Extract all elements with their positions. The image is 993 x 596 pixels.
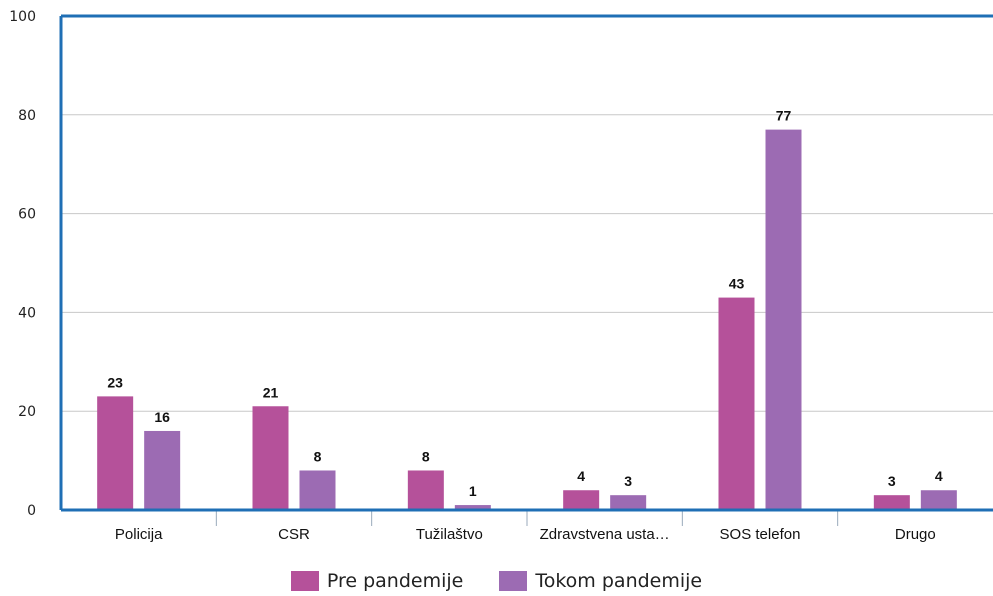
bar[interactable]: [454, 505, 491, 510]
x-tick-label: SOS telefon: [720, 526, 801, 543]
data-label: 4: [577, 468, 585, 484]
bar[interactable]: [873, 495, 910, 510]
bar[interactable]: [407, 470, 444, 510]
data-label: 77: [776, 108, 792, 124]
legend-swatch-tokom: [499, 571, 528, 591]
grid-lines: [61, 114, 993, 412]
data-label: 8: [422, 448, 430, 464]
bar[interactable]: [610, 495, 647, 510]
bars: [97, 129, 957, 510]
y-axis-ticks: 0 20 40 60 80 100: [9, 9, 36, 519]
legend-item-tokom[interactable]: Tokom pandemije: [499, 570, 702, 592]
data-label: 8: [314, 448, 322, 464]
bar[interactable]: [920, 490, 957, 510]
legend-swatch-pre: [290, 571, 319, 591]
y-tick-label: 20: [18, 404, 36, 420]
y-tick-label: 100: [9, 9, 36, 25]
data-label: 1: [469, 483, 477, 499]
y-tick-label: 60: [18, 207, 36, 223]
x-tick-label: Policija: [115, 526, 163, 543]
bar[interactable]: [97, 396, 134, 510]
data-label: 23: [107, 374, 123, 390]
bar[interactable]: [718, 297, 755, 510]
legend-label-pre: Pre pandemije: [326, 570, 464, 592]
data-label: 43: [729, 276, 745, 292]
bar[interactable]: [252, 406, 289, 510]
y-tick-label: 80: [18, 108, 36, 124]
data-label: 21: [263, 384, 279, 400]
x-tick-label: Tužilaštvo: [416, 526, 483, 543]
data-label: 3: [624, 473, 632, 489]
x-tick-label: CSR: [278, 526, 310, 543]
bar[interactable]: [563, 490, 600, 510]
x-tick-label: Zdravstvena usta…: [540, 526, 670, 543]
bar[interactable]: [144, 430, 181, 510]
bar[interactable]: [299, 470, 336, 510]
x-axis: Policija CSR Tužilaštvo Zdravstvena usta… SO…: [115, 510, 936, 543]
plot-frame: [59, 14, 993, 512]
legend-item-pre[interactable]: Pre pandemije: [290, 570, 464, 592]
data-label: 4: [935, 468, 943, 484]
y-tick-label: 40: [18, 305, 36, 321]
legend: Pre pandemije Tokom pandemije: [0, 570, 993, 592]
data-label: 3: [888, 473, 896, 489]
bar[interactable]: [765, 129, 802, 510]
x-tick-label: Drugo: [895, 526, 936, 543]
y-tick-label: 0: [27, 503, 36, 519]
legend-label-tokom: Tokom pandemije: [535, 570, 703, 592]
data-label: 16: [154, 409, 170, 425]
